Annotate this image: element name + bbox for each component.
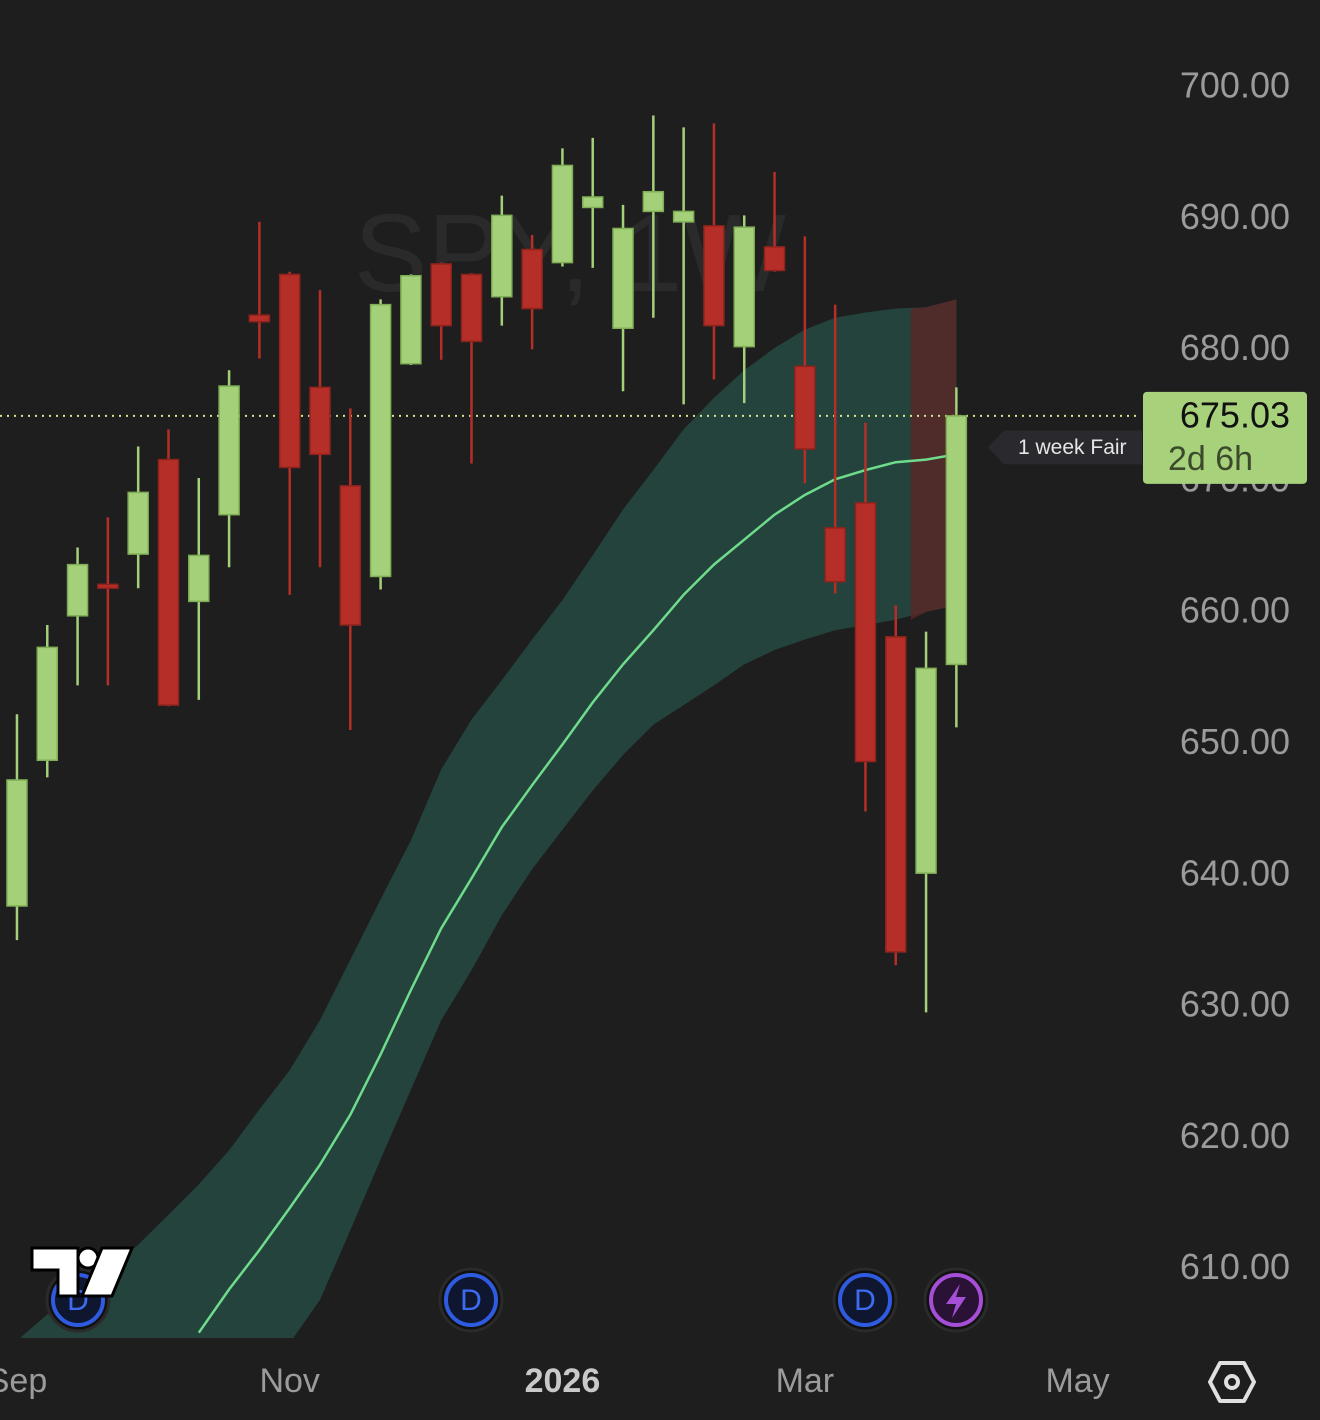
- candle-body: [339, 485, 362, 626]
- candle-body: [188, 554, 210, 603]
- candle-body: [642, 190, 665, 213]
- plot-area: [0, 115, 1140, 1338]
- candle-body: [945, 415, 968, 666]
- event-marker-ring: [838, 1273, 892, 1327]
- y-tick-label: 690.00: [1180, 196, 1290, 237]
- event-label: D: [460, 1284, 482, 1317]
- candle-body: [521, 248, 543, 310]
- y-tick-label: 660.00: [1180, 590, 1290, 631]
- countdown-label: 2d 6h: [1168, 440, 1253, 478]
- candle-body: [763, 246, 786, 272]
- settings-button[interactable]: [1208, 1361, 1256, 1403]
- event-label: D: [854, 1284, 876, 1317]
- indicator-label: 1 week Fair: [1018, 436, 1127, 459]
- candle-body: [672, 210, 695, 223]
- y-tick-label: 680.00: [1180, 327, 1290, 368]
- recent-zone: [910, 299, 957, 620]
- y-tick-label: 620.00: [1180, 1115, 1290, 1156]
- event-marker-ring: [444, 1273, 498, 1327]
- event-icon: [946, 1284, 966, 1318]
- candle-body: [66, 563, 89, 617]
- candle-body: [460, 273, 483, 343]
- logo: [30, 1246, 135, 1298]
- x-tick-label: Mar: [776, 1362, 835, 1400]
- x-tick-label: Sep: [0, 1362, 47, 1400]
- candle-body: [309, 386, 331, 456]
- candle-body: [612, 227, 634, 330]
- y-tick-label: 700.00: [1180, 64, 1290, 105]
- candle-body: [278, 273, 301, 469]
- candle-body: [157, 458, 180, 706]
- candle-body: [400, 274, 422, 365]
- y-tick-label: 650.00: [1180, 721, 1290, 762]
- candle-body: [551, 164, 574, 264]
- y-tick-label: 610.00: [1180, 1246, 1290, 1287]
- candle-body: [824, 527, 846, 583]
- candle-body: [915, 667, 937, 874]
- candle-body: [97, 583, 119, 589]
- candle-body: [733, 226, 755, 348]
- candle-body: [6, 779, 28, 907]
- y-tick-label: 640.00: [1180, 852, 1290, 893]
- candle-body: [36, 646, 59, 762]
- candle-body: [703, 225, 725, 327]
- y-tick-label: 630.00: [1180, 984, 1290, 1025]
- candle-body: [369, 303, 392, 578]
- fair-value-line: [197, 453, 957, 1334]
- price-box: [1143, 391, 1307, 484]
- candle-body: [581, 196, 604, 209]
- candle-body: [430, 263, 452, 327]
- x-tick-label: Nov: [259, 1362, 319, 1400]
- indicator-tag: [988, 430, 1142, 465]
- candle-body: [794, 365, 816, 450]
- last-price-label: 675.03: [1180, 394, 1290, 435]
- candle-body: [885, 636, 907, 953]
- candle-body: [248, 314, 271, 323]
- x-tick-label: 2026: [525, 1362, 601, 1400]
- candle-body: [854, 502, 877, 763]
- x-tick-label: May: [1045, 1362, 1109, 1400]
- candle-body: [491, 214, 513, 298]
- candle-body: [218, 385, 240, 516]
- candle-body: [127, 491, 149, 555]
